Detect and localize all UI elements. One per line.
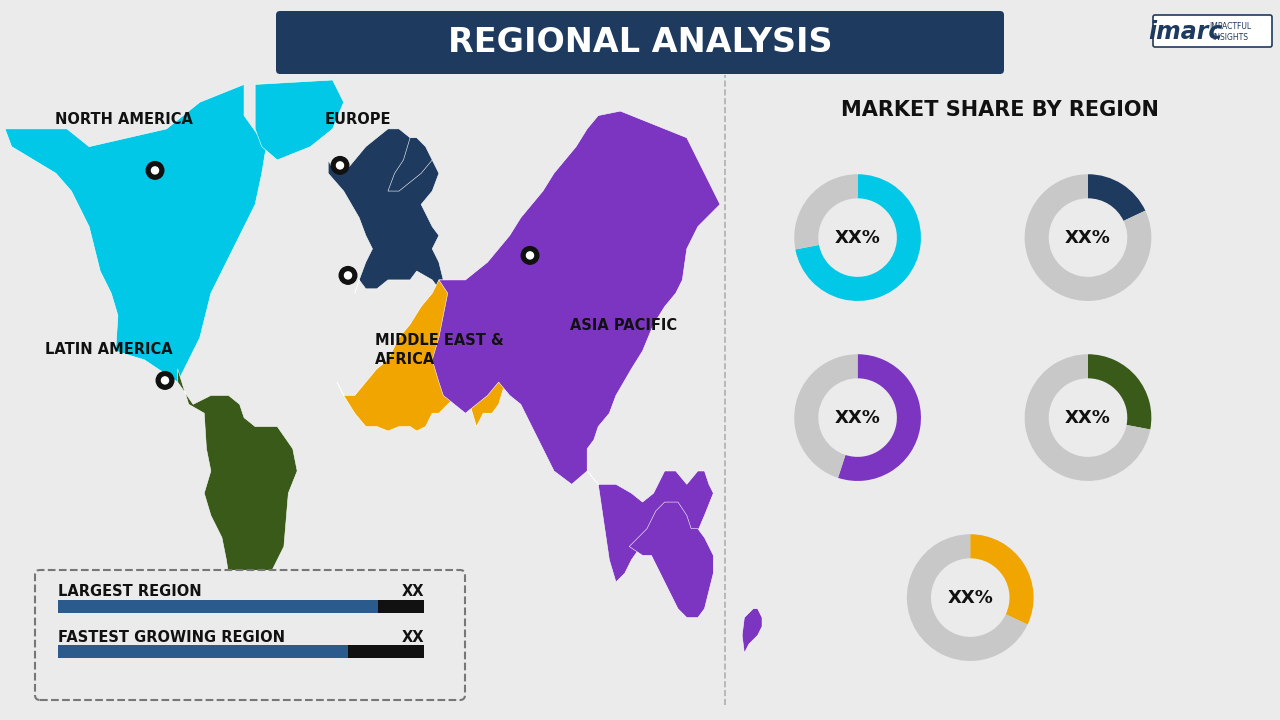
Text: XX: XX [402, 629, 424, 644]
Polygon shape [524, 256, 536, 265]
Polygon shape [148, 171, 161, 180]
Bar [348, 645, 424, 658]
Polygon shape [334, 166, 347, 175]
Text: XX%: XX% [1065, 228, 1111, 246]
Polygon shape [159, 380, 172, 390]
FancyBboxPatch shape [35, 570, 465, 700]
Polygon shape [742, 608, 762, 653]
Text: LATIN AMERICA: LATIN AMERICA [45, 343, 173, 358]
Wedge shape [795, 174, 858, 249]
Circle shape [526, 252, 534, 259]
Circle shape [146, 161, 164, 179]
Polygon shape [433, 111, 719, 582]
Bar [378, 600, 424, 613]
Circle shape [344, 272, 352, 279]
Text: XX%: XX% [947, 589, 993, 606]
Text: MARKET SHARE BY REGION: MARKET SHARE BY REGION [841, 100, 1158, 120]
Wedge shape [1088, 174, 1146, 221]
Text: NORTH AMERICA: NORTH AMERICA [55, 112, 193, 127]
Polygon shape [255, 80, 344, 160]
Polygon shape [5, 84, 266, 382]
Text: ASIA PACIFIC: ASIA PACIFIC [570, 318, 677, 333]
Text: MIDDLE EAST &
AFRICA: MIDDLE EAST & AFRICA [375, 333, 504, 366]
Text: XX: XX [402, 585, 424, 600]
Circle shape [161, 377, 169, 384]
Bar [58, 600, 378, 613]
Circle shape [339, 266, 357, 284]
Text: EUROPE: EUROPE [325, 112, 392, 127]
Text: XX%: XX% [835, 228, 881, 246]
Polygon shape [178, 369, 297, 693]
Text: XX%: XX% [1065, 409, 1111, 426]
Text: IMPACTFUL
INSIGHTS: IMPACTFUL INSIGHTS [1208, 22, 1251, 42]
Wedge shape [1025, 174, 1151, 301]
Wedge shape [1088, 354, 1151, 429]
Wedge shape [795, 354, 858, 478]
Text: FASTEST GROWING REGION: FASTEST GROWING REGION [58, 629, 285, 644]
FancyBboxPatch shape [1153, 15, 1272, 47]
Polygon shape [388, 138, 433, 191]
Polygon shape [630, 502, 713, 618]
Wedge shape [838, 354, 920, 481]
Text: LARGEST REGION: LARGEST REGION [58, 585, 202, 600]
Wedge shape [908, 534, 1028, 661]
Polygon shape [342, 275, 355, 285]
Circle shape [521, 246, 539, 264]
Wedge shape [970, 534, 1033, 624]
Text: imarc: imarc [1148, 20, 1222, 44]
Circle shape [332, 157, 348, 174]
Polygon shape [337, 280, 506, 431]
Text: REGIONAL ANALYSIS: REGIONAL ANALYSIS [448, 27, 832, 60]
Polygon shape [328, 129, 443, 293]
Text: XX%: XX% [835, 409, 881, 426]
Circle shape [337, 162, 343, 169]
Circle shape [151, 167, 159, 174]
Wedge shape [1025, 354, 1151, 481]
FancyBboxPatch shape [276, 11, 1004, 74]
Wedge shape [795, 174, 920, 301]
Circle shape [156, 372, 174, 390]
Bar [58, 645, 348, 658]
